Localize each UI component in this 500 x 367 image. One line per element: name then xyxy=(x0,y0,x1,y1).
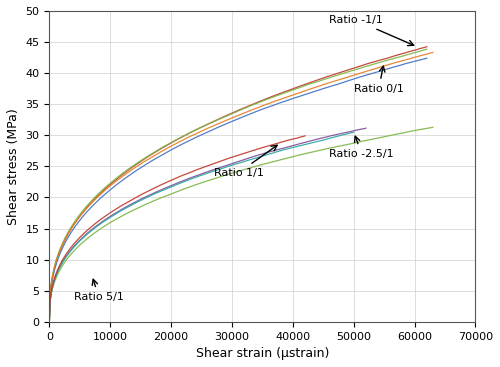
X-axis label: Shear strain (μstrain): Shear strain (μstrain) xyxy=(196,347,329,360)
Text: Ratio -2.5/1: Ratio -2.5/1 xyxy=(330,136,394,159)
Text: Ratio 5/1: Ratio 5/1 xyxy=(74,279,124,302)
Text: Ratio 0/1: Ratio 0/1 xyxy=(354,66,404,94)
Text: Ratio -1/1: Ratio -1/1 xyxy=(330,15,413,46)
Text: Ratio 1/1: Ratio 1/1 xyxy=(214,145,277,178)
Y-axis label: Shear stress (MPa): Shear stress (MPa) xyxy=(7,108,20,225)
